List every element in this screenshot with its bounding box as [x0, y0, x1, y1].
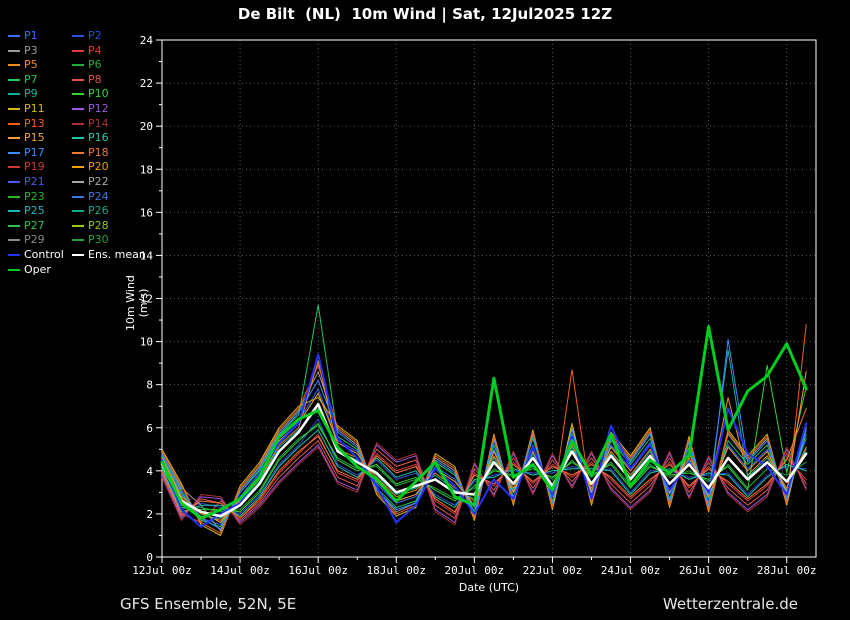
y-tick-label: 2	[146, 508, 153, 521]
y-tick-label: 24	[140, 34, 154, 47]
x-tick-label: 14Jul 00z	[210, 564, 270, 577]
y-tick-label: 8	[146, 379, 153, 392]
y-tick-label: 12	[140, 293, 153, 306]
ensemble-wind-chart: 02468101214161820222412Jul 00z14Jul 00z1…	[0, 0, 850, 620]
y-tick-label: 18	[140, 163, 153, 176]
x-tick-label: 26Jul 00z	[679, 564, 739, 577]
x-tick-label: 12Jul 00z	[132, 564, 192, 577]
y-tick-label: 20	[140, 120, 153, 133]
x-tick-label: 20Jul 00z	[445, 564, 505, 577]
y-tick-label: 10	[140, 336, 153, 349]
footer-brand-label: Wetterzentrale.de	[663, 595, 798, 613]
y-tick-label: 0	[146, 551, 153, 564]
series-line-p11	[162, 398, 806, 536]
y-tick-label: 16	[140, 206, 153, 219]
y-tick-label: 6	[146, 422, 153, 435]
y-tick-label: 4	[146, 465, 153, 478]
screen: De Bilt (NL) 10m Wind | Sat, 12Jul2025 1…	[0, 0, 850, 620]
x-tick-label: 16Jul 00z	[288, 564, 348, 577]
footer-model-label: GFS Ensemble, 52N, 5E	[120, 595, 296, 613]
y-tick-label: 22	[140, 77, 153, 90]
x-tick-label: 24Jul 00z	[601, 564, 661, 577]
y-tick-label: 14	[140, 249, 154, 262]
x-tick-label: 28Jul 00z	[757, 564, 817, 577]
x-tick-label: 22Jul 00z	[523, 564, 583, 577]
x-tick-label: 18Jul 00z	[366, 564, 426, 577]
